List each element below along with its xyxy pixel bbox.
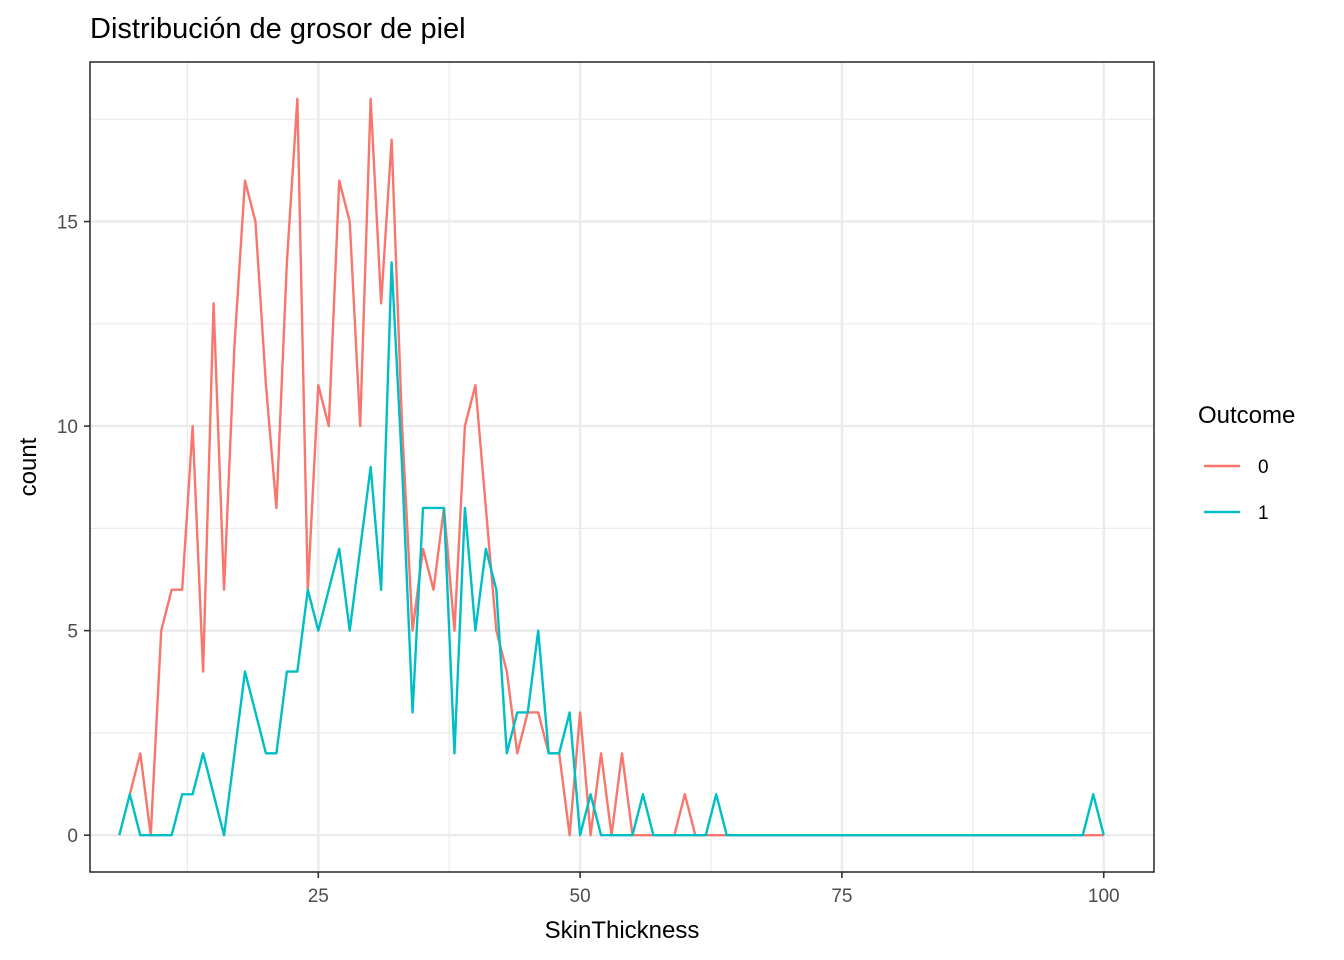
y-tick-label: 5 bbox=[67, 622, 78, 643]
series-line-1 bbox=[118, 261, 1105, 837]
series-line-0 bbox=[128, 97, 1104, 837]
legend-label-1: 1 bbox=[1258, 503, 1269, 524]
panel-border bbox=[89, 61, 1155, 873]
x-tick-label: 25 bbox=[308, 886, 329, 907]
y-axis-ticks: 0 5 10 15 bbox=[57, 213, 90, 847]
series-lines bbox=[118, 97, 1105, 837]
chart-title: Distribución de grosor de piel bbox=[90, 13, 466, 45]
grid bbox=[90, 62, 1154, 872]
x-tick-label: 75 bbox=[831, 886, 852, 907]
legend-label-0: 0 bbox=[1258, 457, 1269, 478]
y-tick-label: 10 bbox=[57, 417, 78, 438]
legend-title: Outcome bbox=[1198, 402, 1295, 429]
y-axis-title: count bbox=[15, 437, 42, 496]
x-tick-label: 50 bbox=[570, 886, 591, 907]
x-tick-label: 100 bbox=[1088, 886, 1120, 907]
y-tick-label: 15 bbox=[57, 213, 78, 234]
x-axis-ticks: 25 50 75 100 bbox=[308, 872, 1120, 907]
legend: Outcome 0 1 bbox=[1198, 402, 1295, 524]
x-axis-title: SkinThickness bbox=[545, 917, 700, 944]
y-tick-label: 0 bbox=[67, 826, 78, 847]
